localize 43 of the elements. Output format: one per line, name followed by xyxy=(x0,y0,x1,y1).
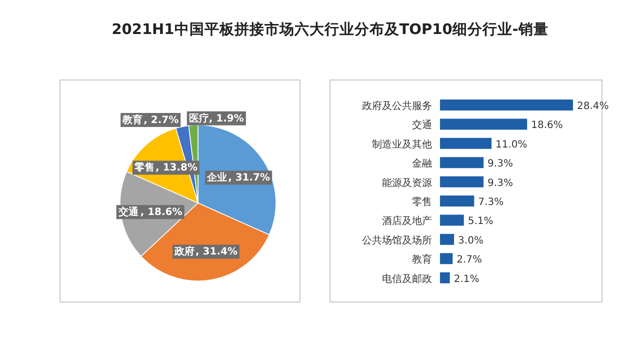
slice-label: 交通 xyxy=(117,206,140,218)
y-tick-label: 金融 xyxy=(412,158,432,170)
y-tick-label: 能源及资源 xyxy=(382,176,432,189)
data-label: , 13.8% xyxy=(156,162,198,174)
data-label: 9.3% xyxy=(488,158,513,170)
bar xyxy=(440,214,464,226)
slice-label: 企业 xyxy=(206,172,228,184)
bar xyxy=(440,100,573,110)
y-tick-label: 教育 xyxy=(412,254,432,266)
data-label: 2.7% xyxy=(456,254,482,266)
slice-label: 医疗 xyxy=(188,112,209,124)
data-label: 18.6% xyxy=(531,120,563,132)
bar xyxy=(440,272,450,284)
data-label: , 18.6% xyxy=(140,207,182,218)
slice-label: 教育 xyxy=(122,114,143,126)
slice-label: 零售 xyxy=(134,162,155,174)
data-label: 3.0% xyxy=(458,235,484,246)
y-tick-label: 电信及邮政 xyxy=(382,272,432,285)
data-label: , 1.9% xyxy=(208,113,244,124)
data-label: 11.0% xyxy=(496,139,528,150)
data-label: 5.1% xyxy=(468,216,494,228)
data-label: , 31.4% xyxy=(196,246,238,258)
y-tick-label: 酒店及地产 xyxy=(382,215,432,228)
text: 2021H1中国平板拼接市场六大行业分布及TOP10细分行业-销量 xyxy=(112,20,548,38)
bar xyxy=(440,157,484,168)
y-tick-label: 零售 xyxy=(412,196,432,208)
bar xyxy=(440,253,453,264)
data-label: 28.4% xyxy=(577,101,609,112)
y-tick-label: 政府及公共服务 xyxy=(362,100,432,112)
bar xyxy=(440,234,454,245)
bar xyxy=(440,196,474,206)
data-label: 7.3% xyxy=(478,197,504,208)
bar xyxy=(440,118,528,130)
data-label: , 2.7% xyxy=(144,114,179,126)
y-tick-label: 制造业及其他 xyxy=(372,138,432,150)
data-label: , 31.7% xyxy=(228,172,270,184)
slice-label: 政府 xyxy=(174,246,195,258)
data-label: 2.1% xyxy=(454,274,480,285)
bar xyxy=(440,138,492,149)
bar xyxy=(440,176,484,188)
data-label: 9.3% xyxy=(488,178,513,189)
y-tick-label: 公共场馆及场所 xyxy=(362,234,432,246)
y-tick-label: 交通 xyxy=(412,119,432,132)
